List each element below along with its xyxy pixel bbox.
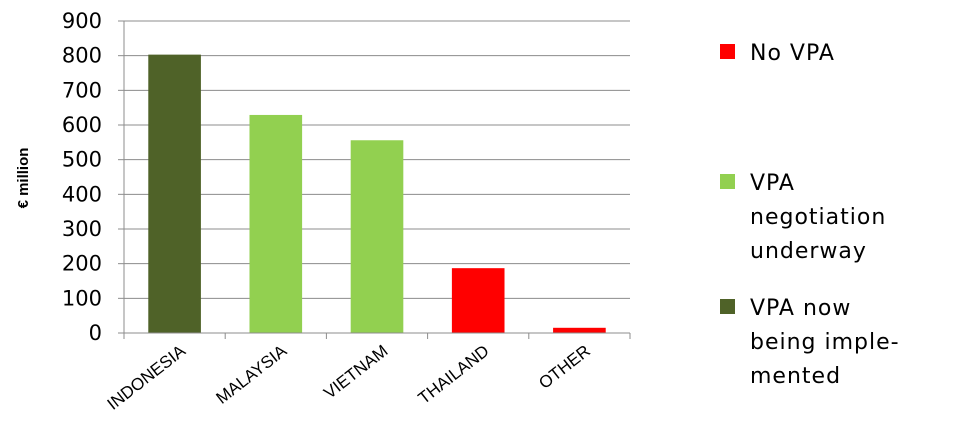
legend-swatch-none xyxy=(720,44,735,59)
legend-label-none: No VPA xyxy=(750,41,835,66)
y-tick-label: 800 xyxy=(62,44,102,68)
legend-swatch-implemented xyxy=(720,299,735,314)
y-tick-label: 900 xyxy=(62,9,102,33)
y-tick-label: 0 xyxy=(89,321,102,345)
x-tick-label: INDONESIA xyxy=(104,341,190,414)
legend-label-implemented: being imple- xyxy=(750,330,900,355)
x-tick-labels: INDONESIA MALAYSIA VIETNAM THAILAND OTHER xyxy=(104,341,594,414)
x-tick-label: VIETNAM xyxy=(320,341,391,402)
legend-swatch-negotiation xyxy=(720,174,735,189)
y-tick-label: 300 xyxy=(62,217,102,241)
axes xyxy=(123,21,631,339)
bar-other xyxy=(553,327,606,333)
legend-label-implemented: mented xyxy=(750,364,841,389)
y-tick-labels: 0 100 200 300 400 500 600 700 800 900 xyxy=(62,9,102,345)
legend-label-implemented: VPA now xyxy=(750,296,851,321)
legend-label-negotiation: negotiation xyxy=(750,205,886,230)
y-tick-label: 500 xyxy=(62,148,102,172)
bar-indonesia xyxy=(148,54,201,333)
y-tick-label: 700 xyxy=(62,78,102,102)
x-tick-label: OTHER xyxy=(535,341,594,393)
x-tick-label: THAILAND xyxy=(415,341,493,408)
legend-label-negotiation: VPA xyxy=(750,171,795,196)
y-tick-label: 400 xyxy=(62,182,102,206)
y-tick-label: 100 xyxy=(62,286,102,310)
y-tick-label: 200 xyxy=(62,252,102,276)
bar-vietnam xyxy=(350,140,404,333)
legend-label-negotiation: underway xyxy=(750,239,867,264)
y-axis-label: € million xyxy=(15,148,32,209)
legend: No VPA VPA negotiation underway VPA now being… xyxy=(720,41,900,389)
bar-thailand xyxy=(451,268,505,333)
y-tick-label: 600 xyxy=(62,113,102,137)
x-tick-label: MALAYSIA xyxy=(213,341,291,408)
bar-malaysia xyxy=(249,114,303,334)
bars xyxy=(148,54,606,334)
